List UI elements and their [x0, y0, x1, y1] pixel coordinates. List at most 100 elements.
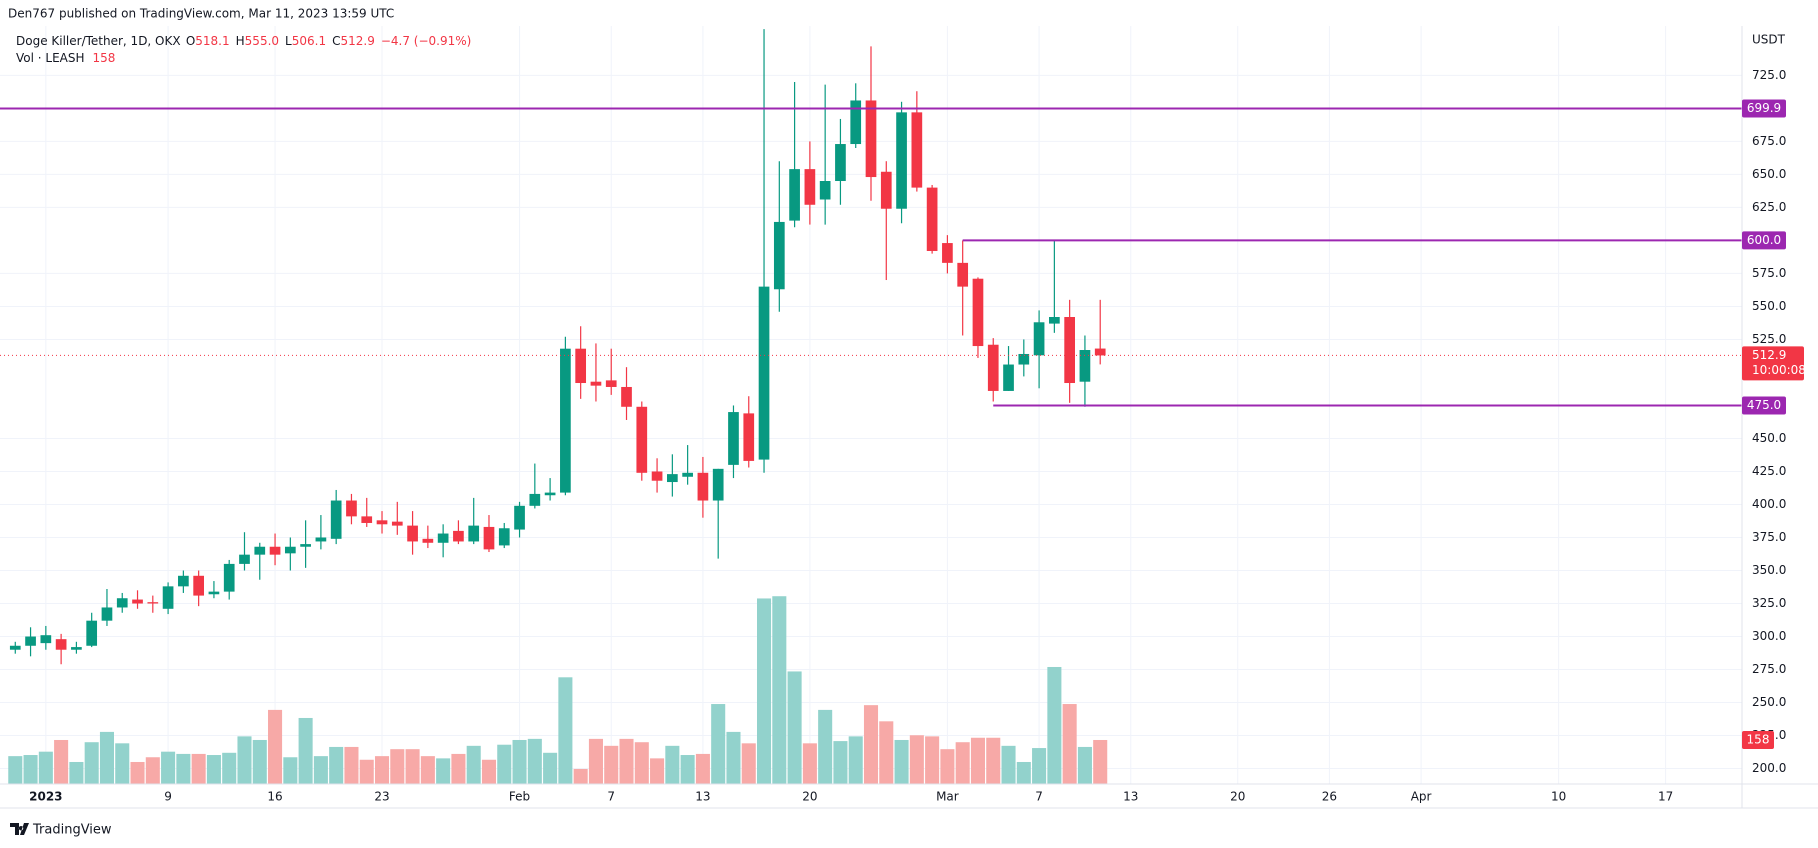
candle-body — [1094, 348, 1106, 356]
candle-body — [361, 516, 373, 523]
currency-label: USDT — [1752, 33, 1786, 47]
volume-bar — [909, 735, 924, 784]
volume-bar — [54, 739, 69, 784]
volume-bar — [252, 739, 267, 784]
candle-body — [942, 243, 953, 263]
volume-bar — [543, 752, 558, 784]
candle-body — [728, 412, 739, 465]
candle-body — [498, 528, 510, 546]
volume-bar — [604, 745, 619, 784]
volume-bar — [940, 749, 955, 784]
volume-bar — [1032, 748, 1047, 784]
volume-bar — [99, 731, 114, 784]
volume-bar — [390, 749, 405, 784]
volume-bar — [680, 755, 695, 784]
volume-bar — [787, 671, 802, 784]
footer-brand: TradingView — [32, 823, 112, 838]
volume-bar — [726, 731, 741, 784]
candle-body — [269, 546, 281, 555]
volume-bar — [420, 756, 435, 784]
x-tick-label: 20 — [802, 790, 817, 804]
volume-bar — [986, 737, 1001, 784]
volume-legend: Vol · LEASH 158 — [16, 51, 115, 65]
candle-body — [391, 521, 403, 526]
y-tick-label: 425.0 — [1752, 464, 1786, 478]
candle-body — [9, 645, 21, 650]
candle-body — [621, 386, 632, 407]
volume-bar — [268, 709, 283, 784]
y-tick-label: 575.0 — [1752, 266, 1786, 280]
candle-body — [468, 525, 480, 542]
x-tick-label: 13 — [1123, 790, 1138, 804]
volume-bar — [344, 746, 359, 784]
volume-bar — [1016, 761, 1031, 784]
volume-bar — [1093, 739, 1108, 784]
x-tick-label: Apr — [1411, 790, 1432, 804]
candle-body — [987, 344, 999, 391]
volume-bar — [711, 704, 726, 784]
candle-body — [651, 471, 663, 481]
volume-bar — [405, 749, 420, 784]
volume-bar — [222, 752, 237, 784]
volume-bar — [191, 753, 206, 784]
candle-body — [132, 599, 143, 604]
y-tick-label: 300.0 — [1752, 629, 1786, 643]
y-tick-label: 325.0 — [1752, 596, 1786, 610]
volume-bar — [818, 709, 833, 784]
candle-body — [850, 100, 862, 145]
candle-body — [743, 413, 755, 461]
volume-bar — [588, 738, 603, 784]
candle-body — [25, 636, 36, 646]
candle-body — [40, 635, 52, 644]
candle-body — [1079, 350, 1091, 382]
volume-value-box — [1742, 730, 1774, 749]
volume-legend-value: 158 — [93, 51, 116, 65]
published-note: Den767 published on TradingView.com, Mar… — [8, 7, 394, 21]
overlay — [0, 107, 1742, 407]
y-tick-label: 400.0 — [1752, 497, 1786, 511]
candle-body — [682, 472, 693, 477]
candle-body — [773, 221, 785, 290]
candle-body — [957, 262, 969, 287]
candle-body — [239, 554, 250, 564]
volume-bar — [466, 745, 481, 784]
last-price-box — [1742, 346, 1804, 381]
candle-body — [865, 100, 877, 178]
candle-body — [1049, 317, 1060, 324]
y-tick-label: 200.0 — [1752, 761, 1786, 775]
x-tick-label: 16 — [267, 790, 282, 804]
candle-body — [911, 112, 923, 188]
legend-key: C — [332, 34, 340, 48]
volume-bar — [298, 717, 313, 784]
y-tick-label: 250.0 — [1752, 695, 1786, 709]
volume-bar — [527, 738, 542, 784]
candle-body — [1018, 353, 1030, 365]
legend-value: 518.1 — [195, 34, 229, 48]
legend-value: 555.0 — [245, 34, 279, 48]
volumes — [8, 596, 1108, 784]
volume-bar — [894, 739, 909, 784]
candle-body — [116, 598, 128, 608]
candles — [9, 29, 1106, 665]
candle-body — [254, 546, 266, 555]
volume-bar — [833, 741, 848, 784]
volume-bar — [848, 736, 863, 784]
x-tick-label: Feb — [509, 790, 530, 804]
candle-body — [667, 474, 678, 483]
volume-bar — [38, 751, 53, 784]
level-label: 475.0 — [1747, 398, 1781, 412]
y-tick-label: 275.0 — [1752, 662, 1786, 676]
volume-bar — [130, 761, 145, 784]
volume-bar — [329, 746, 344, 784]
volume-bar — [1062, 704, 1077, 784]
legend-title: Doge Killer/Tether, 1D, OKX — [16, 34, 180, 48]
volume-bar — [23, 755, 38, 784]
candle-body — [71, 647, 82, 650]
volume-bar — [283, 757, 298, 784]
candle-body — [1003, 364, 1014, 391]
candle-body — [896, 112, 907, 209]
candle-body — [590, 381, 602, 386]
last-price-label: 512.9 — [1752, 348, 1786, 362]
candle-body — [453, 530, 464, 542]
